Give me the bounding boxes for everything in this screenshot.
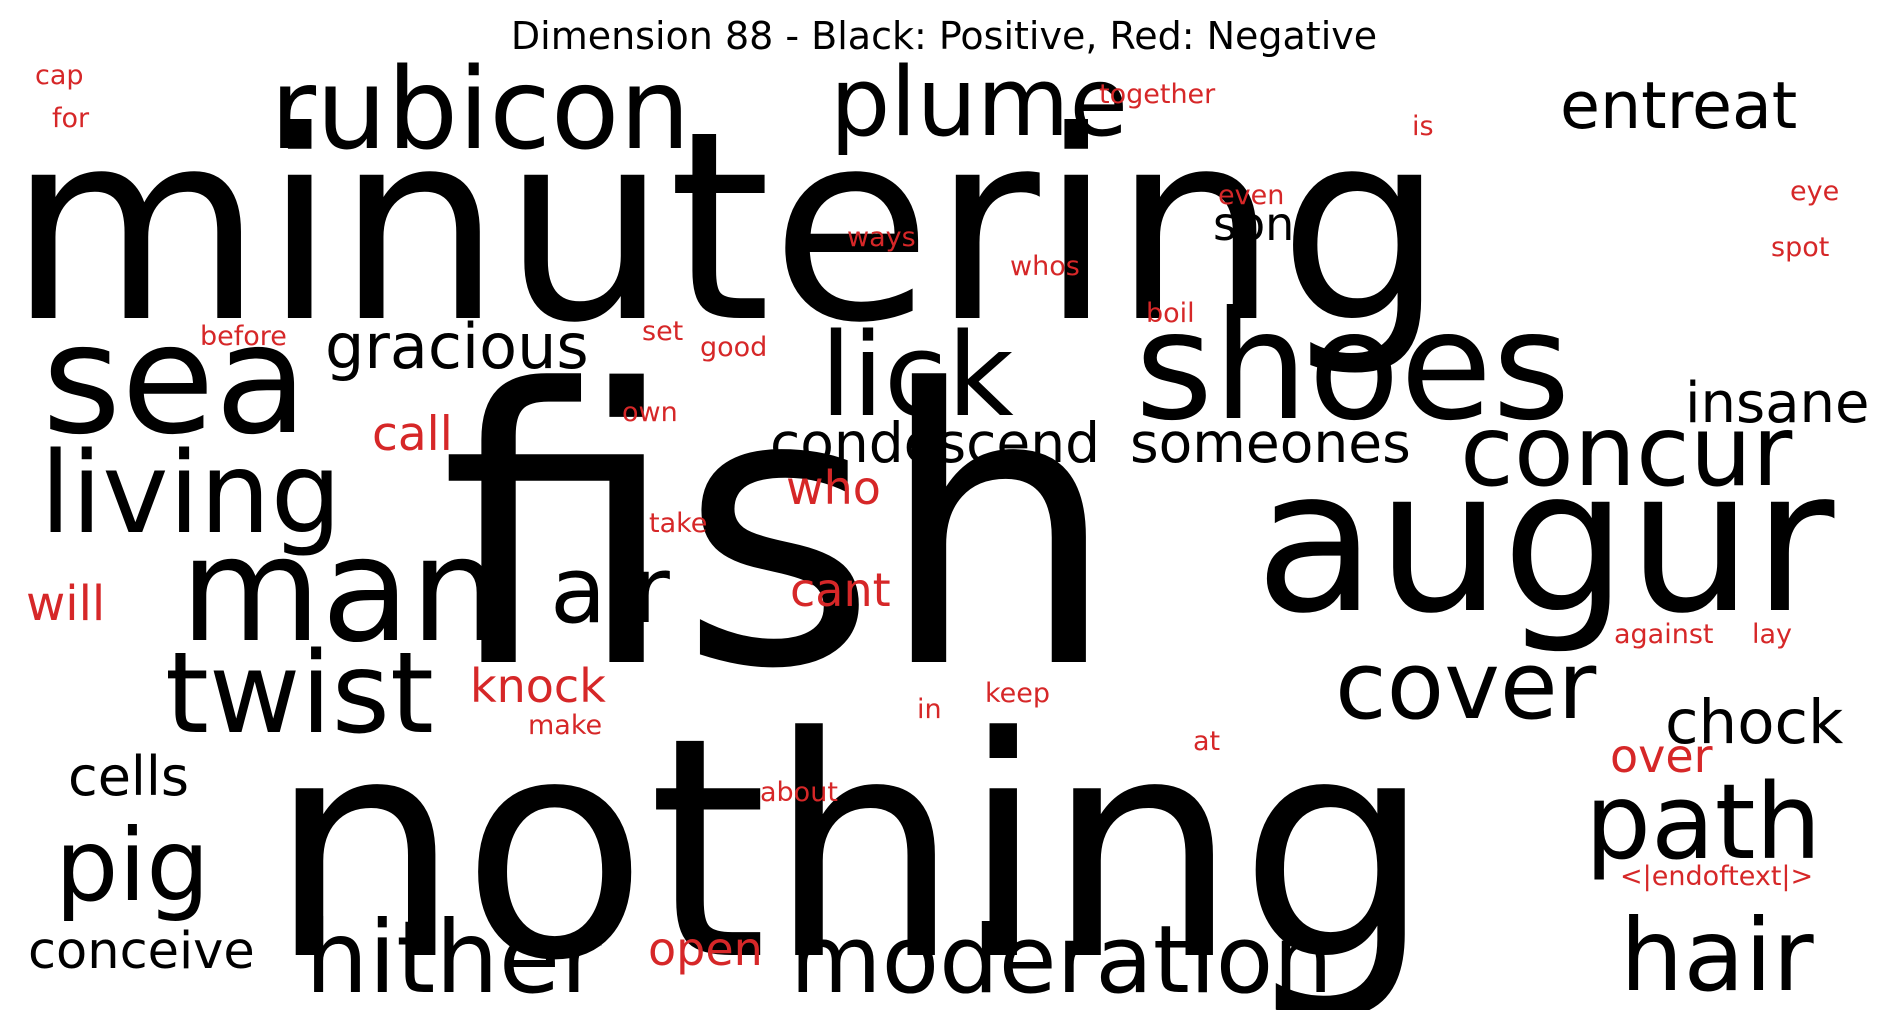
word-conceive: conceive	[28, 922, 255, 981]
word-air: air	[550, 537, 670, 644]
word-rubicon: rubicon	[270, 45, 690, 175]
word-set: set	[642, 316, 683, 347]
word-own: own	[622, 397, 678, 428]
word-twist: twist	[165, 629, 434, 759]
word-against: against	[1614, 619, 1714, 650]
word-entreat: entreat	[1560, 69, 1797, 144]
word-before: before	[200, 321, 287, 352]
word-whos: whos	[1010, 251, 1080, 282]
word-together: together	[1099, 79, 1216, 110]
word-son: son	[1213, 197, 1294, 251]
word-good: good	[700, 332, 767, 363]
word-path: path	[1585, 761, 1821, 883]
word-shoes: shoes	[1135, 280, 1570, 454]
word-fish: fish	[440, 309, 1118, 752]
word-about: about	[760, 777, 838, 808]
word-take: take	[649, 508, 707, 539]
word-at: at	[1193, 726, 1220, 757]
word-man: man	[180, 506, 502, 675]
word-lay: lay	[1752, 619, 1792, 650]
word-over: over	[1610, 729, 1713, 783]
chart-title: Dimension 88 - Black: Positive, Red: Neg…	[510, 14, 1378, 58]
word-insane: insane	[1685, 371, 1870, 436]
word-augur: augur	[1255, 426, 1835, 657]
word-moderation: moderation	[790, 906, 1333, 1010]
word-cant: cant	[790, 563, 891, 617]
word-hair: hair	[1620, 897, 1814, 1010]
word-cap: cap	[35, 60, 84, 91]
word-plume: plume	[830, 48, 1128, 158]
word-knock: knock	[470, 659, 606, 713]
word-sea: sea	[42, 291, 308, 468]
word-make: make	[528, 710, 602, 741]
word-who: who	[786, 461, 881, 515]
word-endoftext: <|endoftext|>	[1620, 861, 1813, 892]
word-minutering: minutering	[8, 75, 1445, 380]
word-cover: cover	[1335, 632, 1597, 741]
word-nothing: nothing	[268, 672, 1432, 1010]
word-chock: chock	[1665, 687, 1844, 758]
word-living: living	[40, 429, 342, 559]
word-condescend: condescend	[770, 411, 1100, 475]
word-even: even	[1218, 180, 1284, 211]
word-ways: ways	[847, 222, 916, 253]
word-eye: eye	[1790, 176, 1839, 207]
word-call: call	[372, 407, 453, 462]
word-spot: spot	[1771, 232, 1829, 263]
word-will: will	[26, 576, 105, 632]
word-pig: pig	[55, 807, 210, 924]
word-lick: lick	[820, 309, 1014, 443]
word-in: in	[917, 694, 942, 725]
word-for: for	[52, 103, 90, 134]
word-someones: someones	[1130, 411, 1411, 475]
word-keep: keep	[985, 678, 1050, 709]
word-cells: cells	[68, 745, 189, 808]
word-boil: boil	[1146, 298, 1195, 329]
word-hither: hither	[305, 899, 602, 1010]
word-open: open	[648, 922, 763, 976]
word-gracious: gracious	[325, 310, 589, 383]
word-is: is	[1412, 111, 1434, 142]
word-concur: concur	[1460, 395, 1793, 509]
